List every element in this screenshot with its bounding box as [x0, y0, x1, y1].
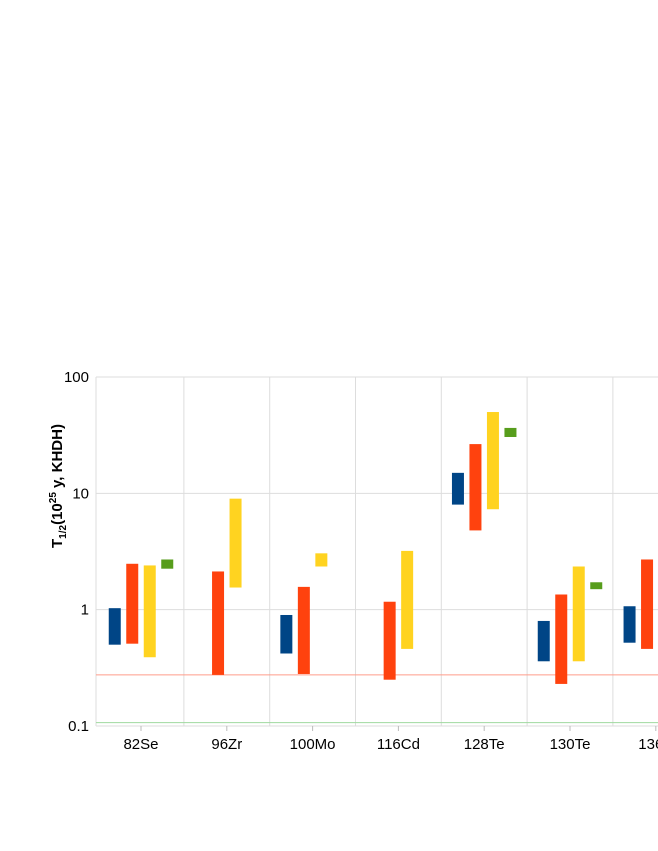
x-tick-label: 130Te	[550, 736, 591, 753]
range-bar-82Se-series-3	[143, 565, 156, 658]
y-tick-label: 10	[72, 485, 89, 502]
range-bar-100Mo-series-1	[280, 614, 293, 654]
y-axis-ticks: 0.1 1 10 100	[64, 369, 89, 735]
y-axis-label-subscript: 1/2	[58, 524, 69, 538]
range-bar-96Zr-series-2	[212, 571, 225, 675]
x-tick-label: 136X	[638, 736, 658, 753]
range-bar-130Te-series-2	[555, 594, 568, 684]
y-tick-label: 100	[64, 369, 89, 386]
y-axis-label: T1/2(1025 y, KHDH)	[48, 424, 69, 548]
y-axis-label-base: T	[49, 539, 66, 548]
range-bar-82Se-series-1	[108, 608, 121, 645]
range-bar-128Te-series-3	[486, 412, 499, 510]
range-bar-130Te-series-3	[572, 566, 585, 662]
range-bar-100Mo-series-3	[315, 553, 328, 567]
range-bar-136Xe-series-2	[641, 559, 654, 649]
reference-lines	[96, 674, 658, 724]
range-bar-100Mo-series-2	[297, 586, 310, 674]
range-bar-130Te-series-1	[537, 620, 550, 662]
y-axis-label-open: (10	[49, 503, 66, 525]
x-tick-label: 100Mo	[290, 736, 336, 753]
x-axis-ticks: 82Se 96Zr 100Mo 116Cd 128Te 130Te 136X	[123, 736, 658, 753]
range-bar-128Te-series-1	[451, 472, 464, 505]
x-tick-label: 128Te	[464, 736, 505, 753]
range-bar-128Te-series-2	[469, 444, 482, 531]
range-bar-130Te-series-4	[590, 582, 603, 590]
range-bar-136Xe-series-1	[623, 606, 636, 643]
x-tick-label: 82Se	[123, 736, 158, 753]
x-tick-label: 116Cd	[377, 736, 420, 753]
bars	[108, 412, 654, 684]
range-bar-82Se-series-4	[161, 559, 174, 569]
range-bar-116Cd-series-3	[401, 550, 414, 649]
gridlines	[95, 376, 658, 731]
y-axis-label-superscript: 25	[48, 492, 59, 504]
y-tick-label: 1	[81, 602, 89, 619]
range-bar-96Zr-series-3	[229, 498, 242, 588]
range-bar-128Te-series-4	[504, 427, 517, 437]
y-axis-label-rest: y, KHDH)	[49, 424, 66, 492]
range-bar-82Se-series-2	[126, 563, 139, 644]
x-tick-label: 96Zr	[211, 736, 242, 753]
range-bar-116Cd-series-2	[383, 601, 396, 680]
y-tick-label: 0.1	[68, 718, 89, 735]
